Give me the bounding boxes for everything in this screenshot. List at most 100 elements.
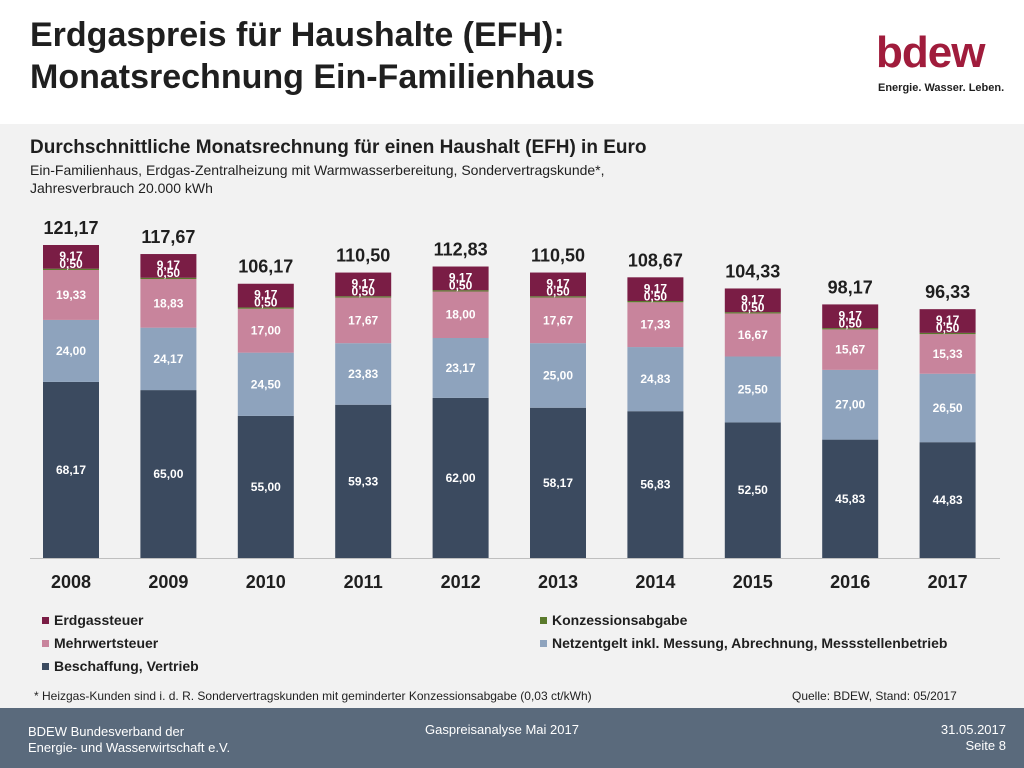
footer-page: Seite 8 <box>965 738 1006 753</box>
bar-erdgassteuer-2017 <box>919 309 976 333</box>
x-tick-label-2008: 2008 <box>51 572 91 592</box>
bar-beschaffung-vertrieb-2016 <box>822 439 879 558</box>
data-label-mehrwertsteuer-2013: 17,67 <box>543 313 573 327</box>
footer-date-page: 31.05.2017 Seite 8 <box>941 722 1006 754</box>
data-label-mehrwertsteuer-2015: 16,67 <box>738 328 768 342</box>
legend-item-mehrwertsteuer: Mehrwertsteuer <box>42 635 158 651</box>
x-tick-label-2017: 2017 <box>928 572 968 592</box>
bar-netzentgelt-inkl-messung-abrechnung-messstellenbetrieb-2016 <box>822 369 879 440</box>
data-label-erdgassteuer-2011: 9,17 <box>352 277 376 291</box>
bar-konzessionsabgabe-2016 <box>822 328 879 330</box>
data-label-erdgassteuer-2014: 9,17 <box>644 281 668 295</box>
data-label-netzentgelt-2011: 23,83 <box>348 367 378 381</box>
data-label-netzentgelt-2013: 25,00 <box>543 368 573 382</box>
legend-item-netzentgelt: Netzentgelt inkl. Messung, Abrechnung, M… <box>540 635 947 651</box>
data-label-erdgassteuer-2008: 9,17 <box>59 249 83 263</box>
legend-item-erdgassteuer: Erdgassteuer <box>42 612 143 628</box>
logo-tagline: Energie. Wasser. Leben. <box>878 82 1005 94</box>
data-label-konzessionsabgabe-2015: 0,50 <box>741 300 765 314</box>
bar-beschaffung-vertrieb-2010 <box>237 415 294 558</box>
data-label-konzessionsabgabe-2008: 0,50 <box>59 257 83 271</box>
data-label-konzessionsabgabe-2014: 0,50 <box>644 289 668 303</box>
bar-erdgassteuer-2013 <box>530 272 586 297</box>
data-label-beschaffung-2008: 68,17 <box>56 463 86 477</box>
bar-konzessionsabgabe-2009 <box>140 277 197 280</box>
chart-title: Durchschnittliche Monatsrechnung für ein… <box>30 137 647 158</box>
data-label-erdgassteuer-2013: 9,17 <box>546 277 570 291</box>
chart-subtitle-line1: Ein-Familienhaus, Erdgas-Zentralheizung … <box>30 162 605 178</box>
bar-beschaffung-vertrieb-2013 <box>530 407 586 558</box>
legend-item-konzessionsabgabe: Konzessionsabgabe <box>540 612 687 628</box>
data-label-mehrwertsteuer-2017: 15,33 <box>933 347 963 361</box>
slide-footer: BDEW Bundesverband der Energie- und Wass… <box>0 708 1024 768</box>
bar-beschaffung-vertrieb-2011 <box>335 404 392 558</box>
data-label-beschaffung-2016: 45,83 <box>835 492 865 506</box>
data-label-mehrwertsteuer-2011: 17,67 <box>348 313 378 327</box>
data-label-beschaffung-2014: 56,83 <box>640 478 670 492</box>
bar-mehrwertsteuer-2013 <box>530 297 586 344</box>
data-label-beschaffung-2015: 52,50 <box>738 483 768 497</box>
footer-title: Gaspreisanalyse Mai 2017 <box>425 722 579 737</box>
bar-beschaffung-vertrieb-2017 <box>919 442 976 558</box>
data-label-konzessionsabgabe-2009: 0,50 <box>157 266 181 280</box>
data-label-netzentgelt-2017: 26,50 <box>933 401 963 415</box>
bar-konzessionsabgabe-2013 <box>530 296 586 298</box>
bar-beschaffung-vertrieb-2008 <box>43 381 99 558</box>
legend-swatch-netzentgelt <box>540 640 547 647</box>
data-label-netzentgelt-2012: 23,17 <box>446 361 476 375</box>
x-tick-label-2013: 2013 <box>538 572 578 592</box>
data-label-konzessionsabgabe-2016: 0,50 <box>839 316 863 330</box>
total-label-2017: 96,33 <box>925 282 970 302</box>
chart-subtitle-line2: Jahresverbrauch 20.000 kWh <box>30 180 213 196</box>
data-label-netzentgelt-2008: 24,00 <box>56 344 86 358</box>
bar-konzessionsabgabe-2017 <box>919 332 976 335</box>
bar-konzessionsabgabe-2015 <box>724 312 781 314</box>
legend-label-beschaffung: Beschaffung, Vertrieb <box>54 658 199 674</box>
legend-label-erdgassteuer: Erdgassteuer <box>54 612 144 628</box>
legend-swatch-mehrwertsteuer <box>42 640 49 647</box>
bar-netzentgelt-inkl-messung-abrechnung-messstellenbetrieb-2014 <box>627 347 684 412</box>
x-tick-label-2012: 2012 <box>441 572 481 592</box>
bar-erdgassteuer-2010 <box>237 283 294 308</box>
bar-mehrwertsteuer-2016 <box>822 329 879 370</box>
bar-beschaffung-vertrieb-2009 <box>140 390 197 558</box>
data-label-erdgassteuer-2010: 9,17 <box>254 288 278 302</box>
data-label-beschaffung-2009: 65,00 <box>153 467 183 481</box>
bar-mehrwertsteuer-2015 <box>724 313 781 357</box>
footnote: * Heizgas-Kunden sind i. d. R. Sonderver… <box>34 689 592 703</box>
legend-swatch-beschaffung <box>42 663 49 670</box>
bar-netzentgelt-inkl-messung-abrechnung-messstellenbetrieb-2012 <box>432 337 489 398</box>
data-label-erdgassteuer-2015: 9,17 <box>741 292 765 306</box>
total-label-2015: 104,33 <box>725 261 780 281</box>
total-label-2013: 110,50 <box>531 246 585 266</box>
bar-erdgassteuer-2016 <box>822 304 879 329</box>
stacked-bar-chart: 68,1724,0019,330,509,17121,17200865,0024… <box>30 218 1000 592</box>
data-label-konzessionsabgabe-2010: 0,50 <box>254 296 278 310</box>
bar-konzessionsabgabe-2010 <box>237 307 294 309</box>
footer-date: 31.05.2017 <box>940 722 1006 737</box>
data-label-erdgassteuer-2016: 9,17 <box>839 308 863 322</box>
total-label-2010: 106,17 <box>238 257 293 277</box>
chart-legend: Erdgassteuer Konzessionsabgabe Mehrwerts… <box>42 612 1002 676</box>
bar-mehrwertsteuer-2012 <box>432 291 489 338</box>
data-label-erdgassteuer-2009: 9,17 <box>157 258 181 272</box>
bar-erdgassteuer-2008 <box>43 245 99 269</box>
bar-beschaffung-vertrieb-2012 <box>432 397 489 558</box>
data-label-konzessionsabgabe-2011: 0,50 <box>352 285 376 299</box>
data-label-erdgassteuer-2012: 9,17 <box>449 271 473 285</box>
data-label-beschaffung-2017: 44,83 <box>933 493 963 507</box>
slide-header: Erdgaspreis für Haushalte (EFH): Monatsr… <box>0 0 1024 124</box>
bar-beschaffung-vertrieb-2015 <box>724 422 781 558</box>
bar-netzentgelt-inkl-messung-abrechnung-messstellenbetrieb-2008 <box>43 319 99 382</box>
data-label-beschaffung-2012: 62,00 <box>446 471 476 485</box>
footer-organization: BDEW Bundesverband der Energie- und Wass… <box>28 724 230 756</box>
slide-title-line2: Monatsrechnung Ein-Familienhaus <box>30 58 595 96</box>
data-label-netzentgelt-2016: 27,00 <box>835 398 865 412</box>
data-label-konzessionsabgabe-2013: 0,50 <box>546 285 570 299</box>
bar-mehrwertsteuer-2014 <box>627 302 684 348</box>
data-label-beschaffung-2010: 55,00 <box>251 480 281 494</box>
data-label-mehrwertsteuer-2010: 17,00 <box>251 324 281 338</box>
chart-subtitle: Ein-Familienhaus, Erdgas-Zentralheizung … <box>30 161 770 197</box>
total-label-2009: 117,67 <box>141 227 195 247</box>
data-label-mehrwertsteuer-2008: 19,33 <box>56 288 86 302</box>
